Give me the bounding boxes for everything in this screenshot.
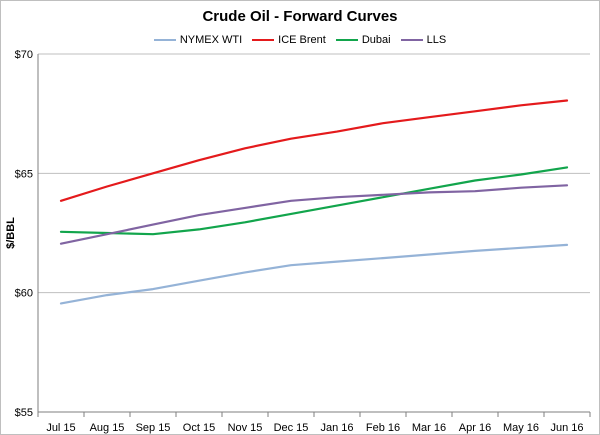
legend-swatch <box>400 39 423 41</box>
legend-item-nymex-wti: NYMEX WTI <box>153 34 243 46</box>
legend-swatch <box>153 39 176 41</box>
legend-label: NYMEX WTI <box>179 34 243 46</box>
x-tick-label: May 16 <box>503 422 539 434</box>
legend-item-ice-brent: ICE Brent <box>252 34 326 46</box>
x-tick-label: Mar 16 <box>412 422 446 434</box>
legend-item-lls: LLS <box>400 34 447 46</box>
x-tick-label: Aug 15 <box>90 422 125 434</box>
x-tick-label: Dec 15 <box>274 422 309 434</box>
x-tick-label: Feb 16 <box>366 422 400 434</box>
y-axis-title: $/BBL <box>5 217 17 249</box>
x-tick-label: Jan 16 <box>320 422 353 434</box>
y-tick-label: $60 <box>15 288 33 300</box>
chart-legend: NYMEX WTI ICE Brent Dubai LLS <box>1 34 599 46</box>
x-tick-label: Jun 16 <box>550 422 583 434</box>
y-tick-label: $70 <box>15 49 33 61</box>
legend-item-dubai: Dubai <box>335 34 391 46</box>
series-line-nymex-wti <box>59 243 569 305</box>
x-tick-label: Nov 15 <box>228 422 263 434</box>
x-tick-label: Jul 15 <box>46 422 75 434</box>
legend-label: LLS <box>426 34 447 46</box>
y-tick-label: $55 <box>15 407 33 419</box>
x-tick-label: Oct 15 <box>183 422 215 434</box>
x-tick-label: Apr 16 <box>459 422 491 434</box>
y-tick-label: $65 <box>15 168 33 180</box>
legend-swatch <box>252 39 275 41</box>
legend-label: Dubai <box>361 34 391 46</box>
legend-label: ICE Brent <box>278 34 326 46</box>
chart-title: Crude Oil - Forward Curves <box>202 8 398 25</box>
series-line-lls <box>59 184 569 245</box>
series-line-dubai <box>59 166 569 236</box>
legend-swatch <box>335 39 358 41</box>
series-line-ice-brent <box>59 99 569 202</box>
x-tick-label: Sep 15 <box>136 422 171 434</box>
